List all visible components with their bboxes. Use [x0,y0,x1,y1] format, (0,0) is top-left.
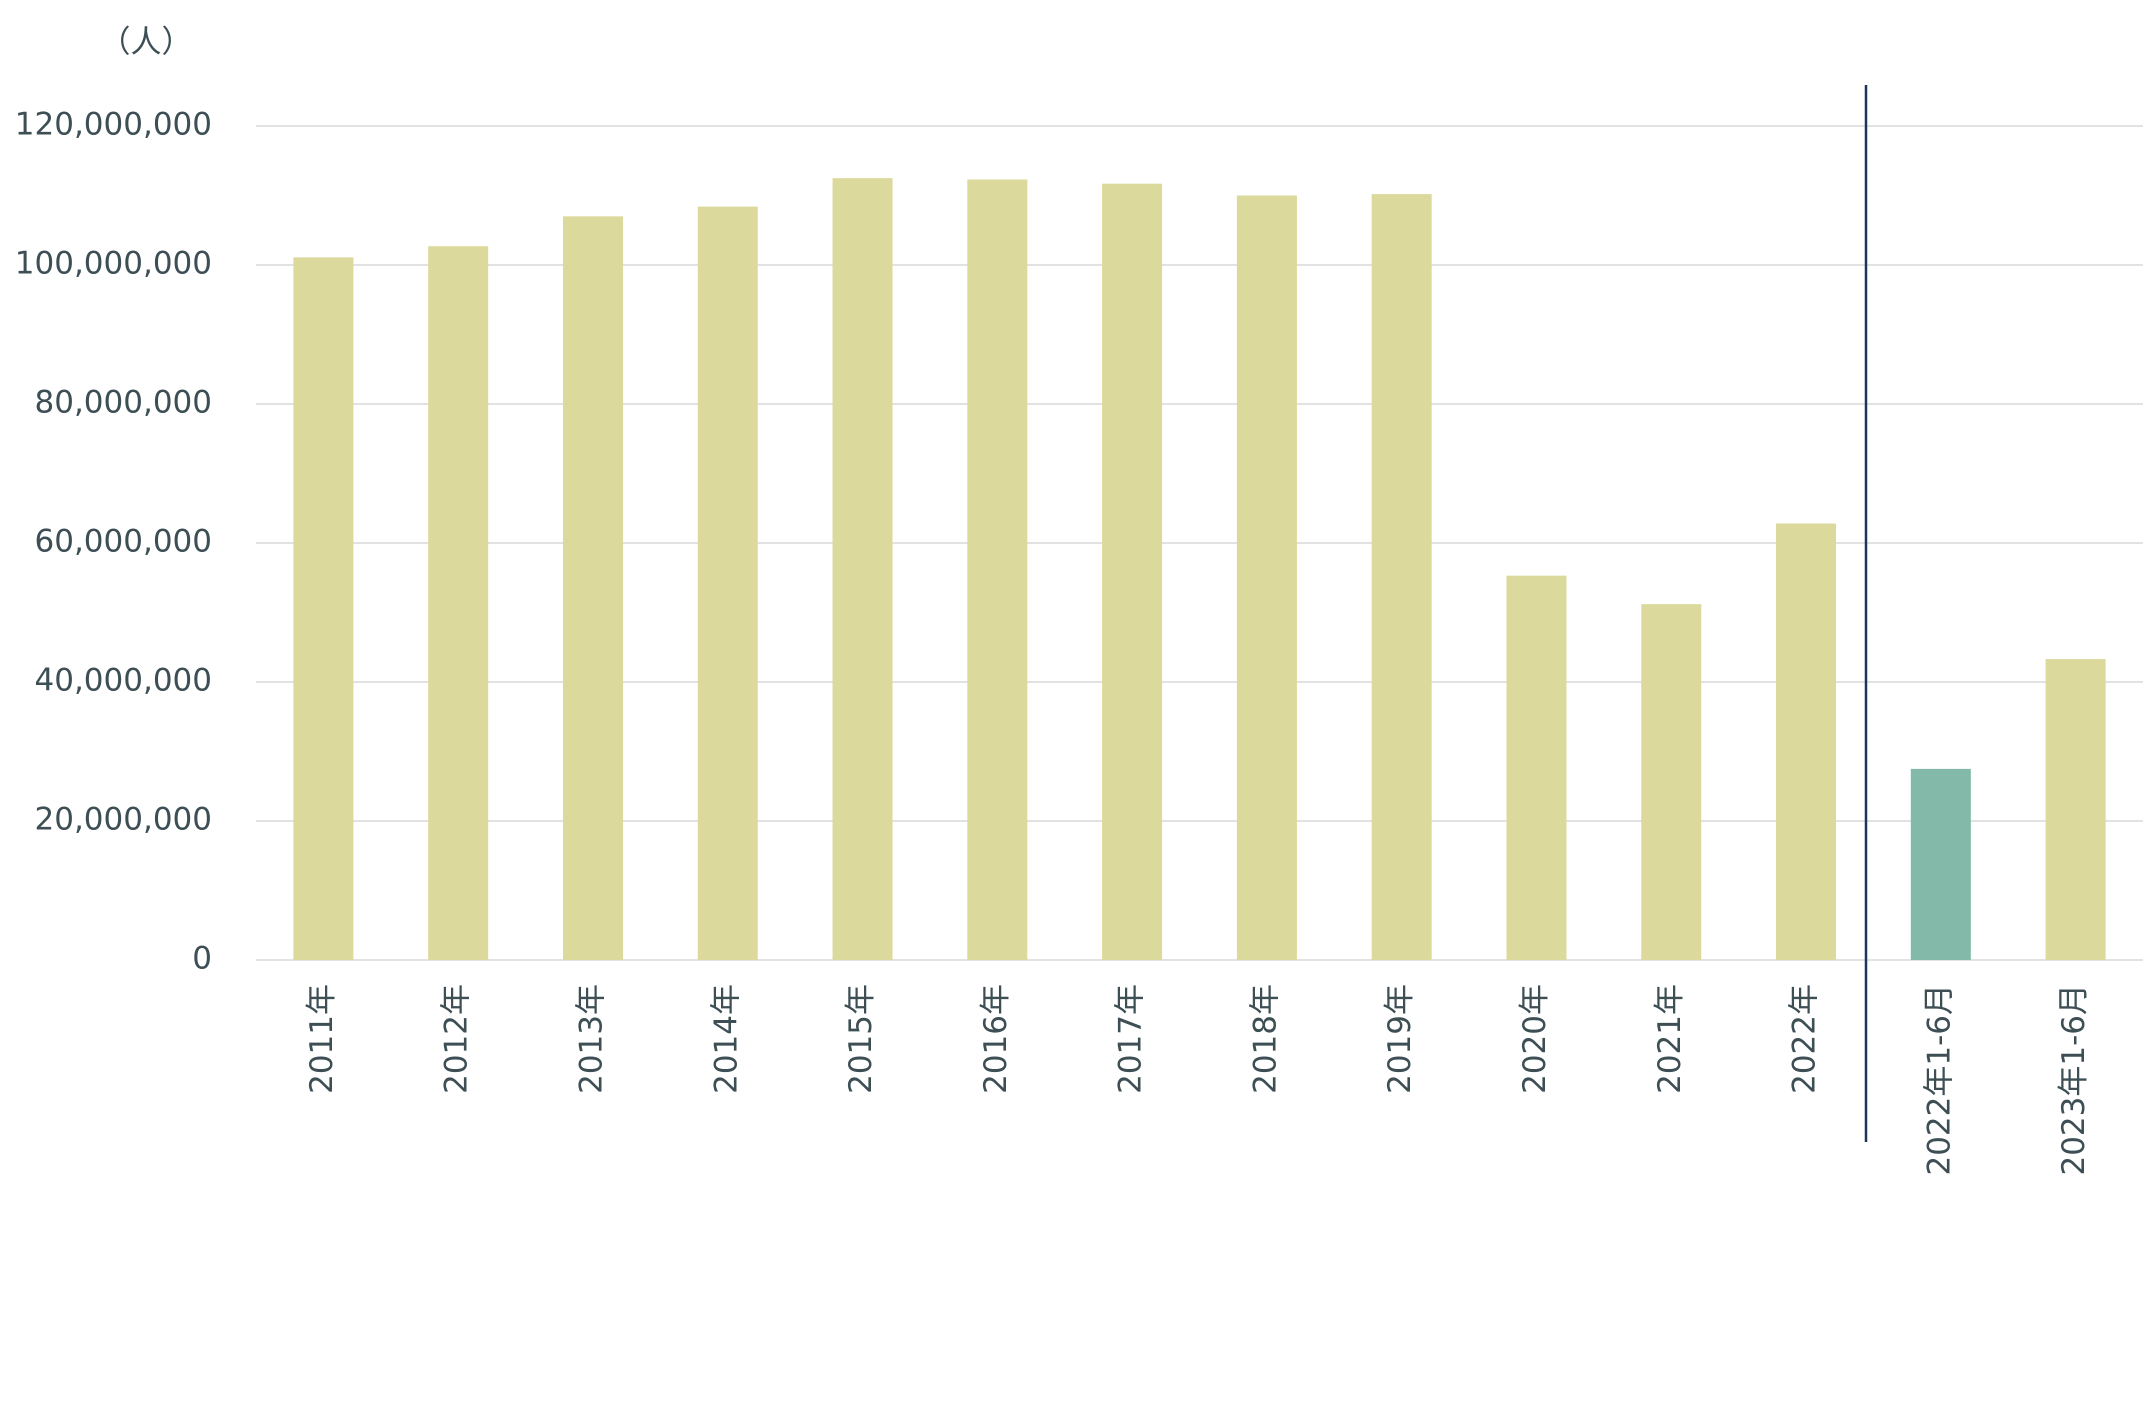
x-tick-label: 2022年1-6月 [1921,984,1957,1176]
bar [562,216,623,961]
x-tick-label: 2019年 [1382,984,1418,1094]
bar [697,206,758,960]
y-tick-label: 100,000,000 [15,246,212,282]
bar [1776,523,1837,960]
x-tick-label: 2013年 [573,984,609,1094]
bar [1236,195,1297,960]
x-tick-label: 2018年 [1247,984,1283,1094]
x-tick-label: 2020年 [1517,984,1553,1094]
x-tick-label: 2014年 [708,984,744,1094]
y-tick-label: 20,000,000 [35,802,213,838]
x-tick-label: 2011年 [304,984,340,1094]
y-tick-label: 120,000,000 [15,107,212,143]
x-tick-label: 2015年 [843,984,879,1094]
x-tick-label: 2023年1-6月 [2056,984,2092,1176]
bar [1371,194,1432,961]
bar [1102,183,1163,960]
x-tick-label: 2016年 [978,984,1014,1094]
bar [428,246,489,961]
x-tick-label: 2012年 [439,984,475,1094]
y-tick-label: 80,000,000 [35,385,213,421]
x-tick-label: 2021年 [1652,984,1688,1094]
bar [1641,604,1702,960]
bar [1910,768,1971,960]
bar [293,257,354,961]
bar [1506,575,1567,960]
x-tick-label: 2022年 [1787,984,1823,1094]
bar [832,178,893,960]
bar [2045,659,2106,960]
y-axis-label: （人） [100,25,193,61]
bar [967,179,1028,960]
y-tick-label: 0 [192,941,212,977]
y-tick-label: 60,000,000 [35,524,213,560]
x-tick-label: 2017年 [1113,984,1149,1094]
y-tick-label: 40,000,000 [35,663,213,699]
